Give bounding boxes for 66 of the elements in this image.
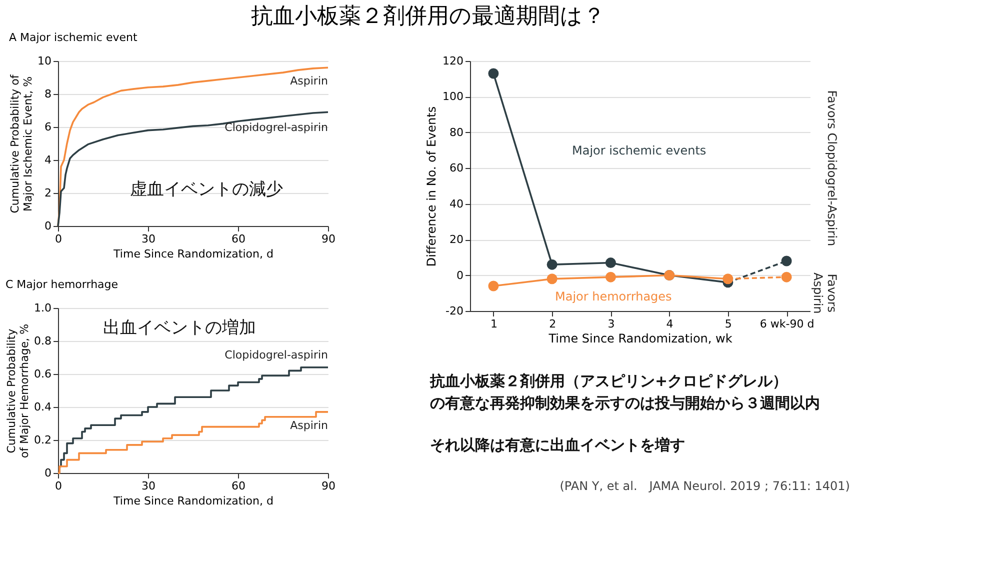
point bbox=[488, 68, 499, 79]
point bbox=[781, 256, 792, 266]
text: Favors Clopidogrel-Aspirin bbox=[825, 90, 839, 246]
x-tick-label: 5 bbox=[724, 318, 732, 330]
y-tick-label: 0.2 bbox=[34, 434, 52, 446]
x-tick-label: 30 bbox=[142, 480, 156, 492]
point bbox=[488, 280, 499, 292]
point bbox=[546, 259, 558, 270]
y-tick-label: 2 bbox=[44, 186, 52, 200]
y-tick-label: 80 bbox=[450, 126, 464, 139]
y-axis-title: Difference in No. of Events bbox=[424, 106, 439, 267]
x-tick-label: 90 bbox=[322, 480, 336, 492]
x-tick-label: 0 bbox=[55, 480, 62, 492]
y-tick-label: 1.0 bbox=[34, 302, 52, 314]
y-tick-label: 40 bbox=[450, 197, 464, 210]
x-tick-label: 2 bbox=[549, 318, 556, 330]
series-label: Clopidogrel-aspirin bbox=[224, 121, 328, 134]
chart-subtitle: A Major ischemic event bbox=[9, 31, 138, 44]
text: それ以降は有意に出血イベントを増す bbox=[430, 436, 685, 454]
x-tick-label: 0 bbox=[55, 232, 62, 246]
y-tick-label: 8 bbox=[44, 88, 52, 100]
x-tick-label: 90 bbox=[322, 232, 336, 246]
x-tick-label: 30 bbox=[142, 232, 156, 246]
y-tick-label: 20 bbox=[450, 233, 464, 246]
series-label: Aspirin bbox=[290, 74, 328, 88]
y-tick-label: 0.6 bbox=[34, 368, 52, 380]
text: Major ischemic events bbox=[572, 143, 706, 158]
point bbox=[605, 272, 616, 282]
x-tick-label: 60 bbox=[232, 480, 246, 492]
text: 抗血小板薬２剤併用（アスピリン+クロピドグレル） bbox=[429, 372, 788, 390]
series-label: Aspirin bbox=[290, 418, 328, 432]
x-tick-label: 60 bbox=[232, 232, 246, 246]
y-tick-label: 10 bbox=[38, 54, 52, 68]
point bbox=[781, 272, 792, 282]
y-tick-label: 100 bbox=[442, 90, 464, 104]
y-tick-label: 0 bbox=[456, 268, 464, 282]
y-tick-label: 4 bbox=[44, 154, 52, 166]
annotation: 出血イベントの増加 bbox=[103, 318, 256, 338]
point bbox=[605, 258, 616, 268]
y-axis-title: Cumulative Probability of Major Hemorrhage, % bbox=[5, 324, 32, 458]
annotation: 虚血イベントの減少 bbox=[130, 180, 283, 200]
x-axis-title: Time Since Randomization, d bbox=[112, 248, 274, 260]
text: の有意な再発抑制効果を示すのは投与開始から３週間以内 bbox=[430, 394, 820, 412]
x-tick-label: 3 bbox=[608, 318, 615, 330]
point bbox=[722, 274, 734, 284]
y-tick-label: 120 bbox=[442, 54, 464, 68]
y-tick-label: 0 bbox=[44, 220, 52, 232]
y-tick-label: 60 bbox=[450, 162, 464, 175]
x-tick-label: 4 bbox=[666, 318, 674, 330]
x-axis-title: Time Since Randomization, wk bbox=[548, 332, 732, 346]
text: Favors Aspirin bbox=[811, 272, 839, 314]
series-label: Major hemorrhages bbox=[555, 290, 672, 304]
text: (PAN Y, et al. JAMA Neurol. 2019 ; 76:11: 1401) bbox=[560, 479, 850, 493]
series-label: Clopidogrel-aspirin bbox=[224, 348, 328, 362]
y-tick-label: -20 bbox=[446, 304, 464, 318]
y-tick-label: 6 bbox=[44, 120, 52, 134]
y-tick-label: 0.4 bbox=[34, 400, 52, 414]
point bbox=[546, 274, 558, 284]
text: 抗血小板薬２剤併用の最適期間は？ bbox=[250, 4, 605, 29]
chart-title: C Major hemorrhage bbox=[6, 278, 118, 291]
x-tick-label: 1 bbox=[490, 318, 498, 330]
x-axis-title: Time Since Randomization, d bbox=[112, 494, 274, 508]
y-axis-title: Cumulative Probability of Major Ischemic Event, % bbox=[8, 74, 35, 214]
x-tick-label: 6 wk-90 d bbox=[760, 318, 814, 330]
y-tick-label: 0 bbox=[44, 466, 52, 480]
y-tick-label: 0.8 bbox=[34, 334, 52, 348]
